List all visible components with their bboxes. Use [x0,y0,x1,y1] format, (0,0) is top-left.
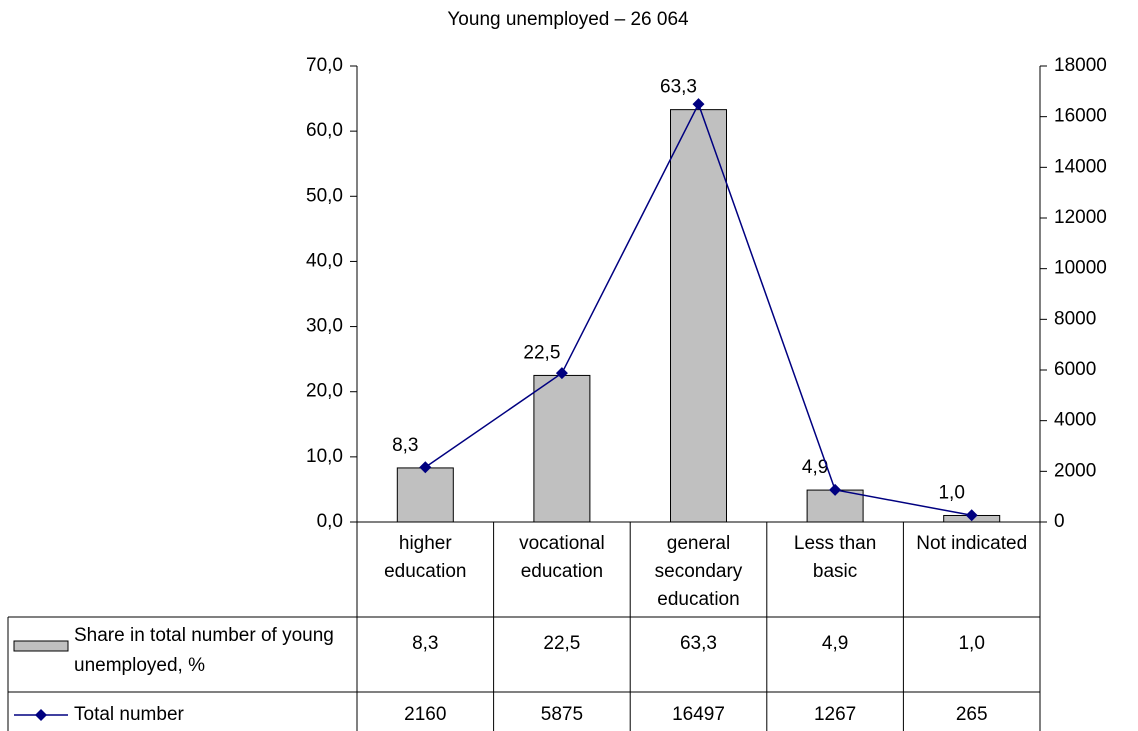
category-label: Less than basic [793,533,877,582]
y2-tick-label: 4000 [1054,410,1096,431]
y-tick-label: 0,0 [317,511,343,532]
legend-marker [35,709,47,721]
category-label: Not indicated [916,533,1028,554]
legend-label: Share in total number of young unemploye… [74,625,334,676]
table-value: 2160 [404,704,447,725]
y-tick-label: 40,0 [306,250,343,271]
chart-title: Young unemployed – 26 064 [447,9,689,30]
legend-swatch [13,640,69,652]
y-tick-label: 20,0 [306,381,343,402]
y2-tick-label: 16000 [1054,106,1107,127]
legend-label: Total number [74,704,184,725]
y2-tick-label: 8000 [1054,308,1096,329]
table-value: 8,3 [412,633,439,654]
table-value: 5875 [540,704,584,725]
data-label: 1,0 [938,483,964,504]
category-label: vocational education [519,533,605,582]
table-value: 22,5 [543,633,581,654]
y2-tick-label: 10000 [1054,258,1107,279]
y-tick-label: 50,0 [306,185,343,206]
table-value: 1267 [813,704,857,725]
y-tick-label: 30,0 [306,316,343,337]
table-value: 1,0 [958,633,985,654]
line-marker [692,98,705,111]
y-tick-label: 10,0 [306,446,343,467]
data-label: 4,9 [802,457,828,478]
bar [670,109,727,523]
bar [533,374,591,523]
table-value: 16497 [672,704,725,725]
data-label: 63,3 [660,77,697,98]
y2-tick-label: 2000 [1054,460,1096,481]
line-marker [419,461,432,474]
line-marker [829,483,842,496]
y-tick-label: 70,0 [306,55,343,76]
category-label: higher education [384,533,467,582]
data-label: 22,5 [523,342,560,363]
y2-tick-label: 6000 [1054,359,1096,380]
y2-tick-label: 18000 [1054,55,1107,76]
y2-tick-label: 12000 [1054,207,1107,228]
table-value: 265 [955,704,988,725]
category-label: general secondary education [654,533,743,610]
line-marker [965,509,978,522]
line-marker [555,367,568,380]
y2-tick-label: 14000 [1054,156,1107,177]
table-value: 63,3 [679,633,717,654]
table-value: 4,9 [821,633,849,654]
data-label: 8,3 [392,435,418,456]
bar [396,467,454,523]
y-tick-label: 60,0 [306,120,343,141]
y2-tick-label: 0 [1054,511,1065,532]
